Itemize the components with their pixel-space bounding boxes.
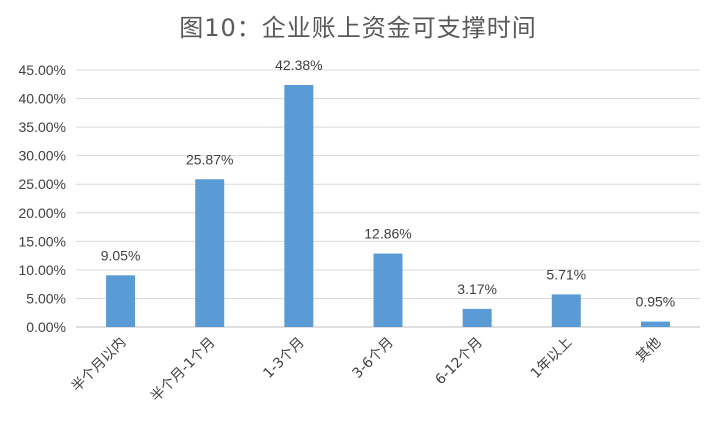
y-tick-label: 45.00% [19,62,66,78]
bar [195,179,225,327]
y-axis-ticks: 0.00% 5.00% 10.00% 15.00% 20.00% 25.00% 30.00%… [19,62,66,335]
bars [106,84,670,328]
x-tick-label: 1年以上 [528,335,575,382]
y-tick-label: 20.00% [19,205,66,221]
y-tick-label: 5.00% [26,290,66,306]
chart-title: 图10：企业账上资金可支撑时间 [179,14,537,42]
data-labels: 9.05% 25.87% 42.38% 12.86% 3.17% 5.71% 0.95% [101,57,676,310]
data-label: 42.38% [275,57,322,73]
bar [640,321,670,327]
bar [462,308,492,327]
bar [373,253,403,327]
x-tick-label: 3-6个月 [350,335,397,382]
bar [551,294,581,327]
x-tick-label: 半个月以内 [69,335,130,396]
data-label: 5.71% [546,266,586,282]
data-label: 3.17% [457,281,497,297]
x-tick-label: 6-12个月 [432,335,486,389]
gridlines [76,69,700,328]
x-tick-label: 半个月-1个月 [148,335,219,406]
bar [106,275,136,327]
x-axis-ticks: 半个月以内 半个月-1个月 1-3个月 3-6个月 6-12个月 1年以上 其他 [69,335,665,406]
data-label: 0.95% [636,294,676,310]
y-tick-label: 35.00% [19,119,66,135]
data-label: 9.05% [101,247,141,263]
bar [284,84,314,328]
x-tick-label: 1-3个月 [260,335,307,382]
y-tick-label: 40.00% [19,91,66,107]
y-tick-label: 15.00% [19,233,66,249]
data-label: 25.87% [186,151,233,167]
y-tick-label: 10.00% [19,262,66,278]
x-tick-label: 其他 [633,335,664,366]
data-label: 12.86% [364,226,411,242]
y-tick-label: 25.00% [19,176,66,192]
y-tick-label: 30.00% [19,148,66,164]
y-tick-label: 0.00% [26,319,66,335]
